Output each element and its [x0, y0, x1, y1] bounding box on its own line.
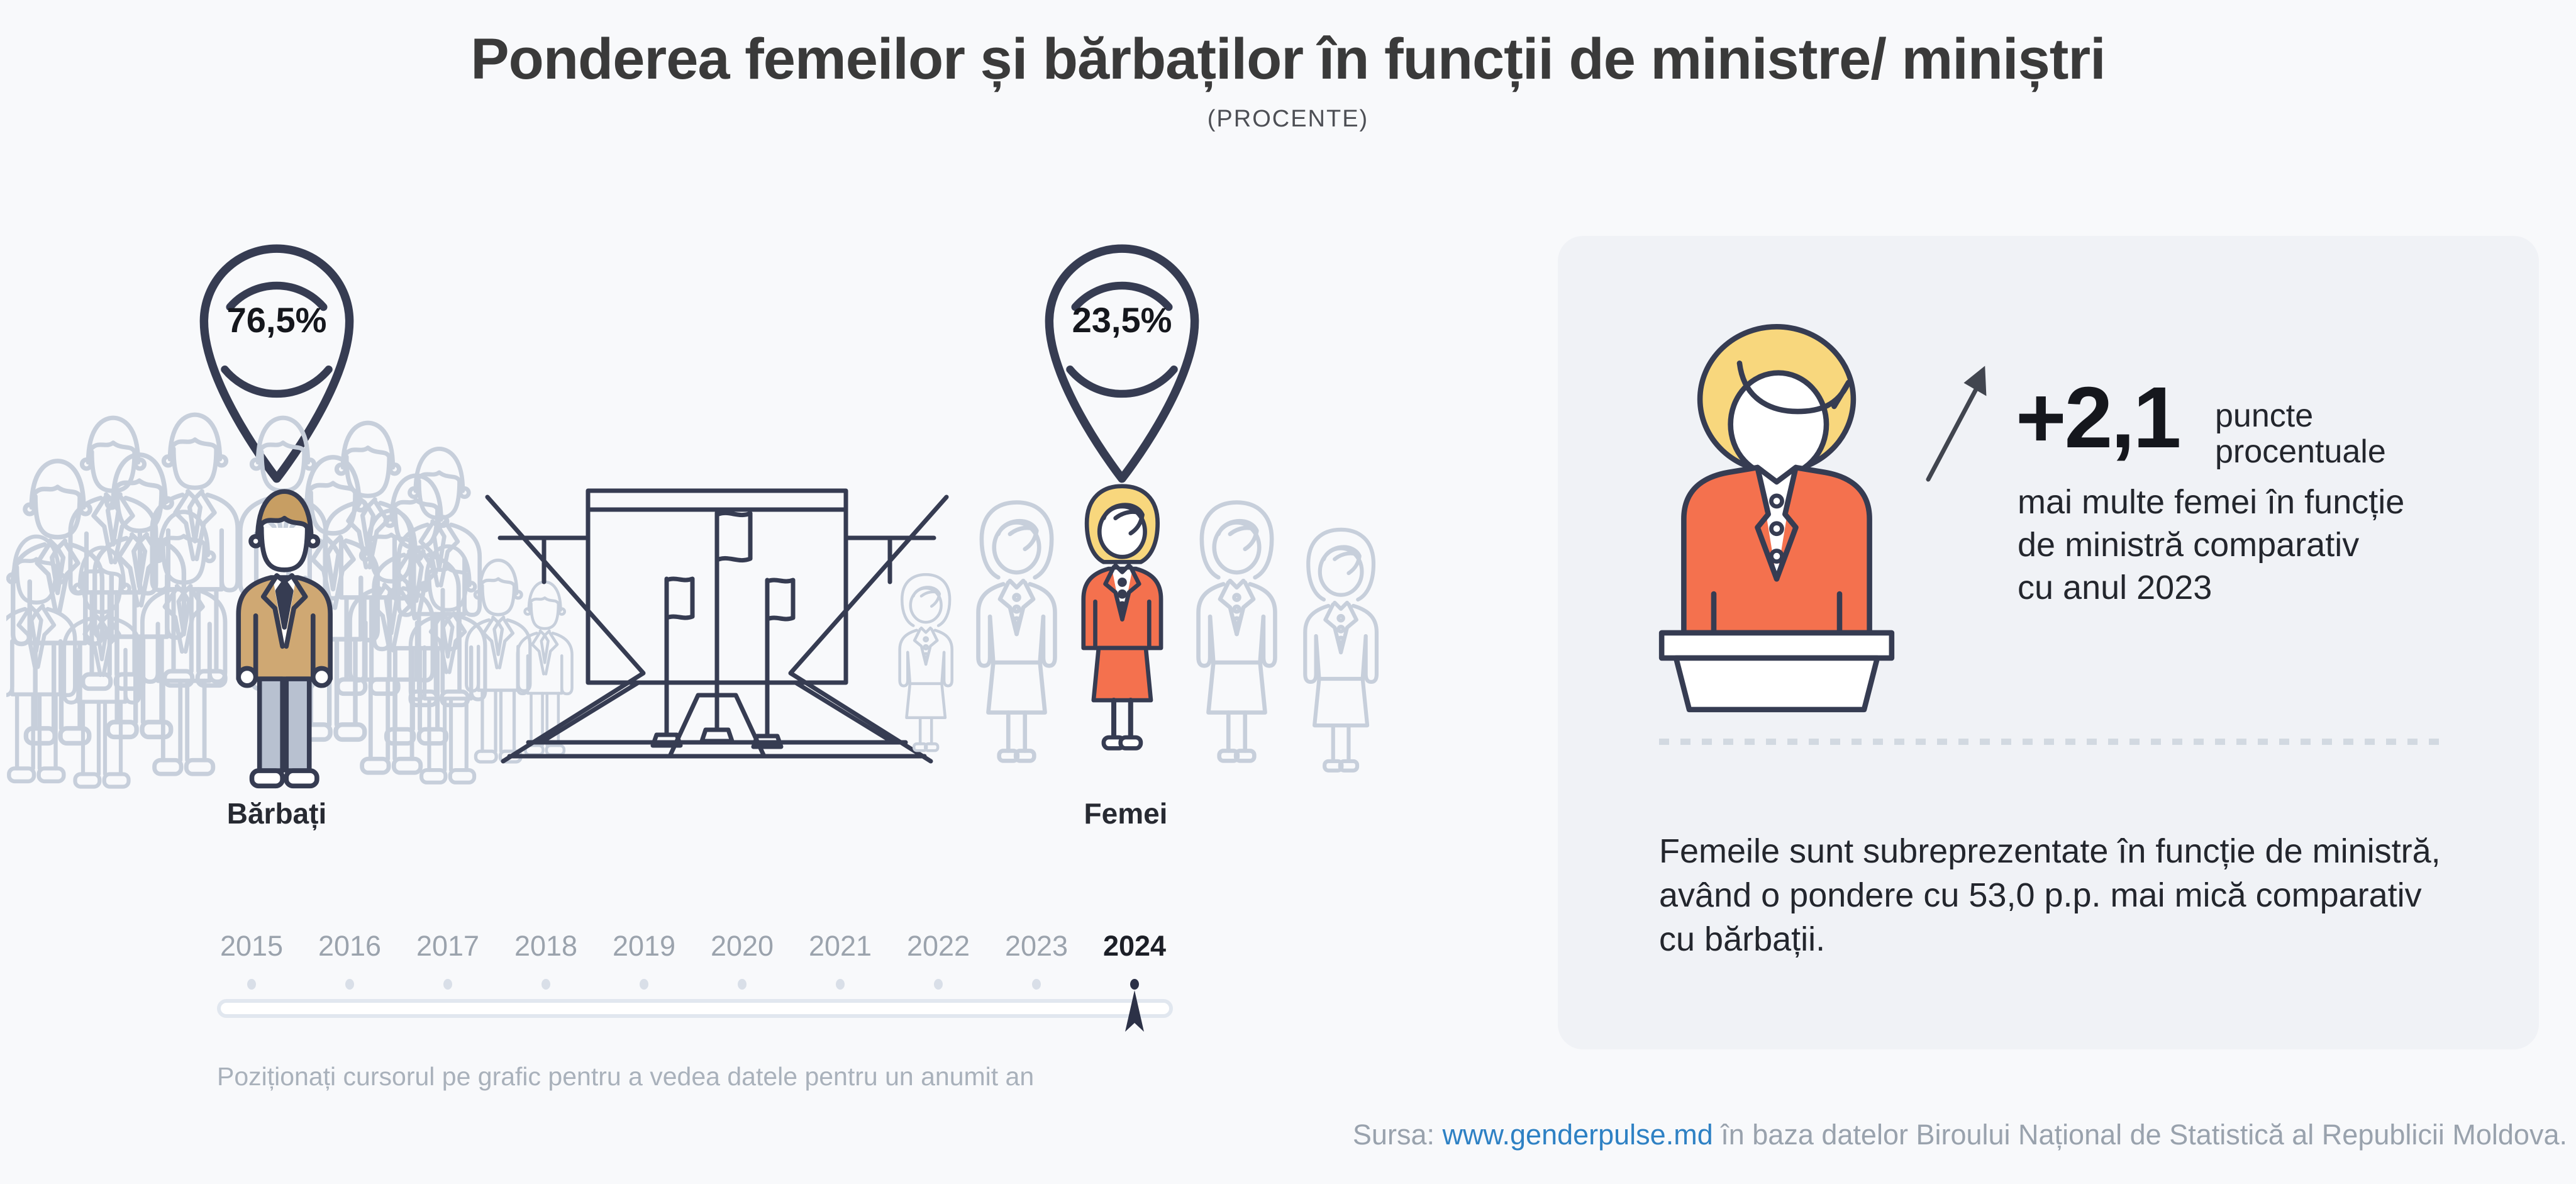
- summary-note-line2: având o pondere cu 53,0 p.p. mai mică co…: [1659, 876, 2422, 914]
- timeline-year-2016[interactable]: 2016: [318, 930, 382, 962]
- summary-note: Femeile sunt subreprezentate în funcție …: [1659, 829, 2496, 961]
- timeline-dots: [203, 978, 1187, 991]
- delta-unit-line1: puncte: [2215, 398, 2314, 434]
- men-share-pin: 76,5%: [179, 225, 374, 485]
- dashed-divider: [1659, 739, 2442, 745]
- flag-icon: [699, 510, 753, 744]
- government-building-icon: [485, 488, 949, 764]
- delta-desc-line3: cu anul 2023: [2018, 569, 2212, 606]
- timeline-hint: Poziționați cursorul pe grafic pentru a …: [217, 1062, 1035, 1091]
- women-share-value: 23,5%: [1072, 300, 1172, 340]
- source-suffix: în baza datelor Biroului Național de Sta…: [1721, 1119, 2567, 1151]
- timeline-dot-2019[interactable]: [640, 979, 648, 990]
- timeline-year-2023[interactable]: 2023: [1004, 930, 1069, 962]
- page-subtitle: (PROCENTE): [1207, 106, 1369, 132]
- summary-note-line1: Femeile sunt subreprezentate în funcție …: [1659, 832, 2441, 870]
- delta-value: +2,1: [2016, 369, 2181, 466]
- timeline-track[interactable]: [217, 999, 1173, 1018]
- info-card: +2,1 puncte procentuale mai multe femei …: [1558, 236, 2539, 1049]
- men-share-value: 76,5%: [226, 300, 327, 340]
- timeline-dot-2016[interactable]: [345, 979, 354, 990]
- timeline-year-2015[interactable]: 2015: [219, 930, 284, 962]
- highlighted-man-icon: [236, 489, 333, 789]
- source-line: Sursa: www.genderpulse.md în baza datelo…: [1353, 1119, 2567, 1151]
- growth-arrow-icon: [1926, 366, 1987, 482]
- highlighted-woman-icon: [1081, 484, 1163, 751]
- timeline-dot-2017[interactable]: [443, 979, 452, 990]
- woman-at-podium-icon: [1658, 324, 1895, 713]
- timeline-year-2022[interactable]: 2022: [906, 930, 970, 962]
- timeline-year-2021[interactable]: 2021: [808, 930, 872, 962]
- timeline-year-2024[interactable]: 2024: [1102, 930, 1167, 962]
- timeline-year-2020[interactable]: 2020: [710, 930, 774, 962]
- summary-note-line3: cu bărbații.: [1659, 920, 1826, 958]
- timeline-dot-2020[interactable]: [738, 979, 747, 990]
- source-link[interactable]: www.genderpulse.md: [1442, 1119, 1713, 1151]
- timeline-year-2019[interactable]: 2019: [612, 930, 676, 962]
- delta-desc-line2: de ministră comparativ: [2018, 526, 2360, 564]
- timeline-year-2017[interactable]: 2017: [416, 930, 480, 962]
- timeline-dot-2015[interactable]: [247, 979, 256, 990]
- timeline-dot-2024[interactable]: [1130, 979, 1139, 990]
- timeline-year-2018[interactable]: 2018: [514, 930, 578, 962]
- women-label: Femei: [1084, 797, 1168, 830]
- women-share-pin: 23,5%: [1024, 225, 1219, 485]
- pin-icon: [199, 244, 354, 483]
- flag-icon: [751, 578, 796, 749]
- page-title: Ponderea femeilor și bărbaților în funcț…: [470, 27, 2106, 91]
- men-label: Bărbați: [226, 797, 327, 830]
- source-prefix: Sursa:: [1352, 1119, 1435, 1151]
- crowd-scene-illustration: [6, 371, 1396, 812]
- timeline-dot-2022[interactable]: [934, 979, 943, 990]
- delta-description: mai multe femei în funcție de ministră c…: [2018, 481, 2404, 609]
- timeline-dot-2018[interactable]: [541, 979, 550, 990]
- delta-desc-line1: mai multe femei în funcție: [2018, 483, 2405, 521]
- timeline-dot-2023[interactable]: [1032, 979, 1041, 990]
- flag-icon: [650, 576, 695, 748]
- timeline-dot-2021[interactable]: [836, 979, 845, 990]
- delta-unit-line2: procentuale: [2215, 433, 2386, 470]
- pin-icon: [1045, 244, 1199, 483]
- timeline-years: 2015 2016 2017 2018 2019 2020 2021 2022 2023 2024: [203, 930, 1187, 965]
- delta-unit: puncte procentuale: [2215, 398, 2386, 470]
- timeline-cursor-icon[interactable]: [1124, 989, 1145, 1036]
